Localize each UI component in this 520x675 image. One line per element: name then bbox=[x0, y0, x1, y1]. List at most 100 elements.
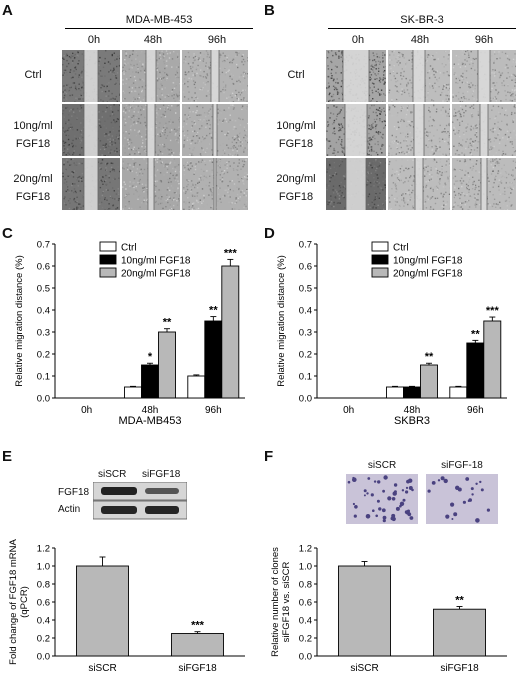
chart-c-legend-swatch bbox=[100, 242, 116, 251]
chart-d-migration-skbr3: 0.0 0.1 0.2 0.3 0.4 0.5 0.6 0.7 Relative migrati… bbox=[262, 228, 520, 428]
chart-f-y-tick-label: 0.2 bbox=[299, 634, 312, 645]
chart-e-x-tick-label: siSCR bbox=[88, 663, 116, 674]
chart-d-y-tick-label: 0.6 bbox=[299, 262, 312, 273]
chart-e-y-axis-label: Fold change of FGF18 mRNA(qPCR) bbox=[8, 539, 30, 665]
transwell-siscr-cell-dot bbox=[405, 490, 408, 493]
chart-c-legend-label: Ctrl bbox=[121, 243, 137, 254]
chart-c-legend-swatch bbox=[100, 268, 116, 277]
panel-b-micrograph-r3-c2 bbox=[388, 158, 450, 210]
chart-d-legend-label: 10ng/ml FGF18 bbox=[393, 256, 463, 267]
transwell-sifgf18-cell-dot bbox=[455, 486, 459, 490]
chart-d-y-tick-label: 0.4 bbox=[299, 306, 312, 317]
chart-d-bar-ctrl-96h bbox=[450, 387, 467, 398]
transwell-siscr-cell-dot bbox=[383, 519, 386, 522]
transwell-image-sifgf18 bbox=[426, 474, 498, 524]
transwell-siscr-cell-dot bbox=[353, 503, 355, 505]
chart-d-y-tick-label: 0.1 bbox=[299, 372, 312, 383]
chart-e-y-tick-label: 0.2 bbox=[37, 634, 50, 645]
chart-f-y-tick-label: 1.2 bbox=[299, 544, 312, 555]
transwell-sifgf18-cell-dot bbox=[451, 518, 453, 520]
chart-e-y-tick-label: 1.0 bbox=[37, 562, 50, 573]
chart-d-significance-label: *** bbox=[486, 305, 500, 317]
chart-c-y-tick-label: 0.1 bbox=[37, 372, 50, 383]
panel-b-micrograph-r2-c2 bbox=[388, 104, 450, 156]
transwell-siscr-cell-dot bbox=[375, 515, 378, 518]
transwell-siscr-cell-dot bbox=[371, 493, 374, 496]
transwell-siscr-cell-dot bbox=[372, 509, 375, 512]
chart-e-y-tick-label: 0.4 bbox=[37, 616, 50, 627]
chart-d-x-tick-label: 0h bbox=[343, 405, 354, 416]
chart-d-y-tick-label: 0.2 bbox=[299, 350, 312, 361]
transwell-image-siscr bbox=[346, 474, 418, 524]
transwell-sifgf18-cell-dot bbox=[479, 481, 481, 483]
western-blot-image bbox=[93, 482, 187, 520]
chart-c-bar-10ng-ml-fgf18-48h bbox=[142, 365, 159, 398]
panel-a-micrograph-r2-c2 bbox=[122, 104, 180, 156]
transwell-siscr-cell-dot bbox=[364, 494, 366, 496]
chart-d-x-axis-label: SKBR3 bbox=[394, 415, 430, 427]
chart-d-significance-label: ** bbox=[425, 351, 434, 363]
transwell-siscr-cell-dot bbox=[364, 489, 367, 492]
chart-d-significance-label: ** bbox=[471, 328, 480, 340]
chart-d-legend-label: Ctrl bbox=[393, 243, 409, 254]
transwell-sifgf18-cell-dot bbox=[445, 515, 449, 519]
chart-c-x-tick-label: 0h bbox=[81, 405, 92, 416]
chart-e-x-tick-label: siFGF18 bbox=[178, 663, 217, 674]
chart-e-bar-value-sifgf18 bbox=[172, 634, 224, 657]
chart-e-y-tick-label: 0.0 bbox=[37, 652, 50, 663]
panel-b-row-10ng-label: 10ng/ml FGF18 bbox=[265, 117, 327, 153]
panel-b-time-96h: 96h bbox=[452, 34, 516, 46]
blot-lane-sifgf18: siFGF18 bbox=[142, 469, 180, 480]
transwell-siscr-cell-dot bbox=[399, 505, 402, 508]
panel-b-row-20ng-label: 20ng/ml FGF18 bbox=[265, 170, 327, 206]
transwell-sifgf18-cell-dot bbox=[475, 518, 480, 523]
chart-c-y-tick-label: 0.5 bbox=[37, 284, 50, 295]
chart-d-legend-swatch bbox=[372, 255, 388, 264]
chart-c-bar-10ng-ml-fgf18-96h bbox=[205, 321, 222, 398]
panel-letter-f: F bbox=[264, 448, 273, 465]
transwell-siscr-cell-dot bbox=[374, 480, 376, 482]
transwell-siscr-cell-dot bbox=[367, 477, 370, 480]
transwell-siscr-cell-dot bbox=[366, 492, 368, 494]
transwell-siscr-cell-dot bbox=[403, 499, 406, 502]
chart-c-significance-label: ** bbox=[209, 305, 218, 317]
chart-e-significance-label: *** bbox=[191, 620, 205, 632]
transwell-sifgf18-cell-dot bbox=[438, 479, 440, 481]
chart-c-y-tick-label: 0.3 bbox=[37, 328, 50, 339]
transwell-sifgf18-cell-dot bbox=[471, 493, 473, 495]
chart-c-y-tick-label: 0.0 bbox=[37, 394, 50, 405]
panel-a-cell-line: MDA-MB-453 bbox=[65, 14, 253, 26]
transwell-siscr-cell-dot bbox=[354, 515, 357, 518]
chart-d-y-tick-label: 0.0 bbox=[299, 394, 312, 405]
chart-c-legend-label: 10ng/ml FGF18 bbox=[121, 256, 191, 267]
transwell-sifgf18-cell-dot bbox=[487, 509, 490, 512]
panel-b-micrograph-r3-c3 bbox=[452, 158, 516, 210]
transwell-siscr-cell-dot bbox=[394, 490, 397, 493]
panel-a-micrograph-r2-c1 bbox=[62, 104, 120, 156]
transwell-siscr-cell-dot bbox=[382, 490, 385, 493]
chart-c-y-tick-label: 0.7 bbox=[37, 240, 50, 251]
transwell-siscr-cell-dot bbox=[406, 510, 410, 514]
transwell-siscr-cell-dot bbox=[396, 507, 400, 511]
transwell-siscr-cell-dot bbox=[348, 481, 351, 484]
chart-c-significance-label: ** bbox=[163, 317, 172, 329]
chart-d-y-axis-label: Relative migration distance (%) bbox=[276, 255, 287, 386]
chart-f-y-tick-label: 1.0 bbox=[299, 562, 312, 573]
transwell-sifgf18-cell-dot bbox=[475, 483, 477, 485]
chart-c-legend-label: 20ng/ml FGF18 bbox=[121, 269, 191, 280]
chart-c-y-tick-label: 0.2 bbox=[37, 350, 50, 361]
panel-b-header-rule bbox=[328, 28, 516, 29]
transwell-siscr-cell-dot bbox=[366, 514, 371, 519]
panel-b-time-48h: 48h bbox=[388, 34, 452, 46]
chart-e-y-tick-label: 0.6 bbox=[37, 598, 50, 609]
chart-c-migration-mda: 0.0 0.1 0.2 0.3 0.4 0.5 0.6 0.7 Relative migrati… bbox=[0, 228, 262, 428]
transwell-siscr-cell-dot bbox=[406, 487, 408, 489]
transwell-siscr-cell-dot bbox=[377, 500, 380, 503]
blot-row-fgf18-label: FGF18 bbox=[58, 487, 89, 498]
panel-b-micrograph-r2-c1 bbox=[326, 104, 386, 156]
transwell-sifgf18-cell-dot bbox=[432, 481, 436, 485]
transwell-sifgf18-cell-dot bbox=[450, 503, 454, 507]
chart-d-bar-20ng-ml-fgf18-48h bbox=[421, 365, 438, 398]
chart-c-x-axis-label: MDA-MB453 bbox=[119, 415, 182, 427]
panel-b-cell-line: SK-BR-3 bbox=[328, 14, 516, 26]
